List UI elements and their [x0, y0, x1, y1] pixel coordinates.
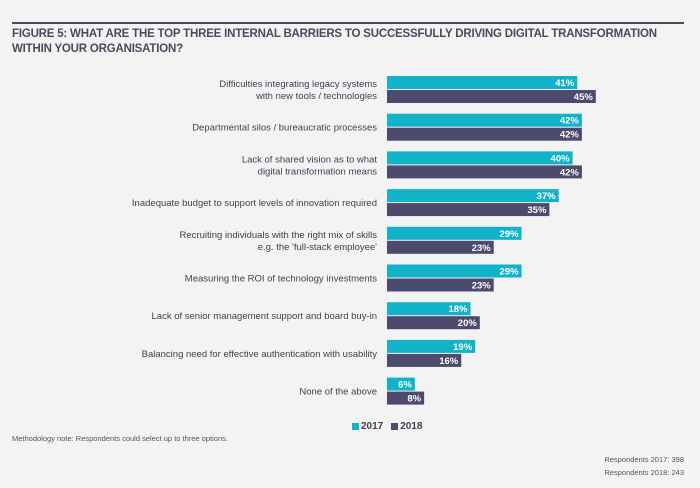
bar-2017	[387, 226, 522, 240]
bar-2017	[387, 189, 559, 203]
bar-2017	[387, 264, 522, 278]
bar-chart: Difficulties integrating legacy systems w…	[132, 76, 596, 405]
category-label: Lack of shared vision as to what digital …	[242, 154, 378, 177]
category-label: Recruiting individuals with the right mi…	[180, 230, 378, 253]
category-label: Difficulties integrating legacy systems w…	[219, 79, 377, 102]
value-label-2018: 20%	[458, 318, 478, 329]
category-label: Lack of senior management support and bo…	[152, 311, 378, 322]
value-label-2018: 42%	[560, 130, 580, 141]
legend-swatch-2018	[391, 422, 399, 430]
category-label: Inadequate budget to support levels of i…	[132, 198, 377, 209]
bar-2018	[387, 165, 582, 179]
chart-title: FIGURE 5: WHAT ARE THE TOP THREE INTERNA…	[12, 28, 657, 55]
bar-2018	[387, 278, 494, 292]
bar-2017	[387, 339, 476, 353]
value-label-2017: 18%	[449, 304, 469, 315]
value-label-2017: 41%	[555, 78, 575, 89]
legend-label-2017: 2017	[361, 421, 384, 432]
bar-2018	[387, 240, 494, 254]
legend-swatch-2017	[352, 422, 359, 430]
category-label: None of the above	[299, 387, 377, 398]
legend-item-2017: 2017	[352, 421, 383, 432]
value-label-2018: 8%	[407, 394, 421, 405]
bar-2018	[387, 127, 582, 141]
value-label-2017: 42%	[560, 116, 580, 127]
methodology-note: Methodology note: Respondents could sele…	[12, 434, 228, 443]
value-label-2018: 23%	[472, 243, 492, 254]
value-label-2017: 6%	[398, 380, 412, 391]
category-label: Measuring the ROI of technology investme…	[185, 274, 377, 285]
legend-item-2018: 2018	[391, 421, 423, 432]
legend-label-2018: 2018	[400, 421, 423, 432]
bar-2018	[387, 316, 480, 330]
value-label-2018: 35%	[527, 205, 547, 216]
value-label-2017: 19%	[453, 342, 473, 353]
bar-2018	[387, 203, 550, 217]
bar-2017	[387, 151, 573, 165]
respondents-2018: Respondents 2018: 243	[604, 468, 684, 477]
legend: 2017 2018	[352, 421, 423, 432]
value-label-2018: 16%	[439, 356, 459, 367]
bar-2018	[387, 353, 462, 367]
value-label-2018: 42%	[560, 167, 580, 178]
bar-2017	[387, 302, 471, 316]
bar-2018	[387, 391, 425, 405]
bar-2017	[387, 377, 415, 391]
value-label-2017: 29%	[500, 267, 520, 278]
title-rule	[12, 22, 684, 24]
value-label-2017: 29%	[500, 229, 520, 240]
bar-2017	[387, 113, 582, 127]
value-label-2018: 23%	[472, 281, 492, 292]
bar-2018	[387, 90, 596, 103]
category-label: Balancing need for effective authenticat…	[142, 349, 378, 360]
value-label-2017: 37%	[537, 191, 557, 202]
value-label-2017: 40%	[551, 153, 571, 164]
bar-2017	[387, 76, 578, 89]
category-label: Departmental silos / bureaucratic proces…	[192, 123, 377, 134]
respondents-2017: Respondents 2017: 398	[604, 455, 684, 464]
value-label-2018: 45%	[574, 92, 594, 103]
